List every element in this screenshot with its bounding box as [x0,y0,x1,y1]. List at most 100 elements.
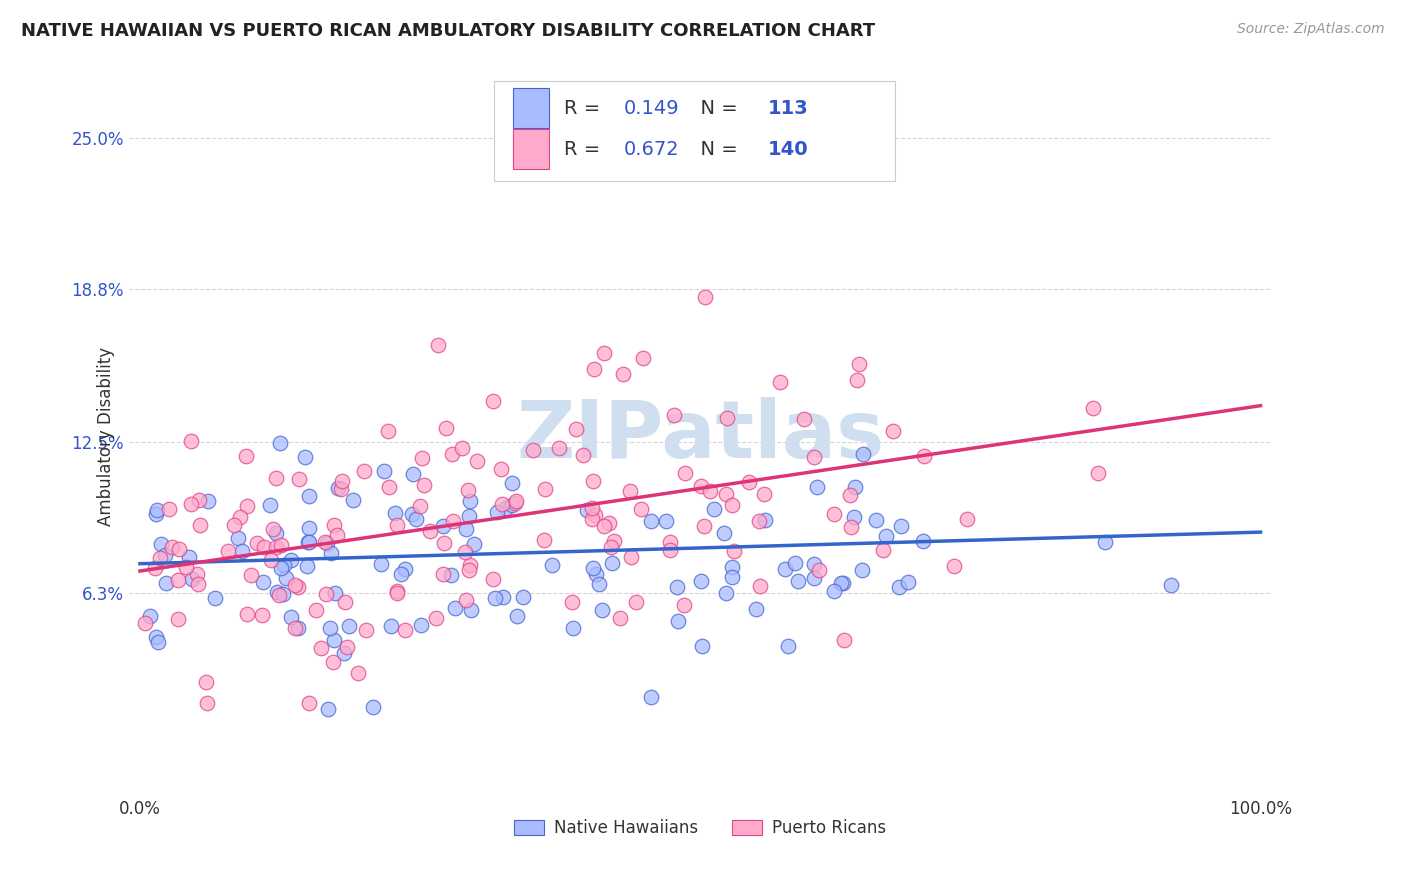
Point [280,553,302,567]
Point [460,603,482,617]
Point [793,412,815,426]
Point [501,475,523,490]
Point [402,467,425,482]
Point [394,623,416,637]
Point [187,576,209,591]
Text: N =: N = [688,140,744,159]
Point [287,621,309,635]
Point [882,424,904,438]
Point [167,573,190,587]
Point [246,536,269,550]
Point [443,600,465,615]
Point [489,462,512,476]
Point [875,529,897,543]
Point [565,422,588,436]
Point [721,570,744,584]
Point [264,526,287,541]
Point [654,514,676,528]
Point [673,466,696,480]
Point [319,621,342,635]
Point [803,557,825,571]
Point [582,560,605,574]
Point [229,510,252,524]
Point [385,517,408,532]
Point [450,441,472,455]
Point [336,640,359,654]
Point [180,497,202,511]
Text: ZIPatlas: ZIPatlas [516,397,884,475]
Point [803,571,825,585]
Point [495,500,517,515]
Point [222,517,245,532]
Point [273,558,295,573]
FancyBboxPatch shape [513,88,550,128]
Point [484,591,506,606]
Point [844,480,866,494]
Point [434,421,457,435]
Point [1083,401,1105,415]
Point [562,621,585,635]
Text: R =: R = [564,140,607,159]
Point [204,591,226,606]
Point [454,593,477,607]
Point [217,544,239,558]
Point [830,575,852,590]
Point [491,497,513,511]
Point [808,563,831,577]
Point [872,542,894,557]
Point [486,505,509,519]
Point [149,551,172,566]
Point [377,424,399,438]
Point [848,357,870,371]
Point [581,512,603,526]
Point [581,474,603,488]
Point [458,558,481,573]
Point [942,558,965,573]
Point [458,494,481,508]
Text: 113: 113 [768,99,808,118]
Point [385,584,408,599]
Point [180,434,202,448]
Point [482,572,505,586]
Point [659,535,682,549]
Point [177,550,200,565]
Point [166,612,188,626]
Point [347,665,370,680]
Point [492,590,515,604]
Point [284,621,307,635]
Point [270,538,292,552]
Point [690,574,713,588]
Point [720,499,742,513]
Point [139,609,162,624]
Point [441,514,464,528]
Point [887,580,910,594]
Point [839,520,862,534]
Point [264,471,287,485]
Point [288,472,311,486]
Point [373,464,395,478]
Point [405,512,427,526]
Point [197,494,219,508]
Point [600,556,623,570]
Point [846,373,869,387]
Point [314,535,336,549]
Point [326,528,349,542]
Point [309,641,332,656]
Point [911,534,934,549]
Point [259,553,281,567]
Point [457,508,479,523]
Point [315,586,337,600]
Point [335,595,357,609]
Point [620,550,643,565]
Point [270,561,292,575]
Point [540,558,562,573]
Point [692,640,714,654]
Point [778,639,800,653]
Point [534,483,557,497]
Point [897,575,920,590]
Point [252,574,274,589]
Point [186,567,208,582]
Point [738,475,761,490]
Point [720,560,742,574]
Point [576,503,599,517]
